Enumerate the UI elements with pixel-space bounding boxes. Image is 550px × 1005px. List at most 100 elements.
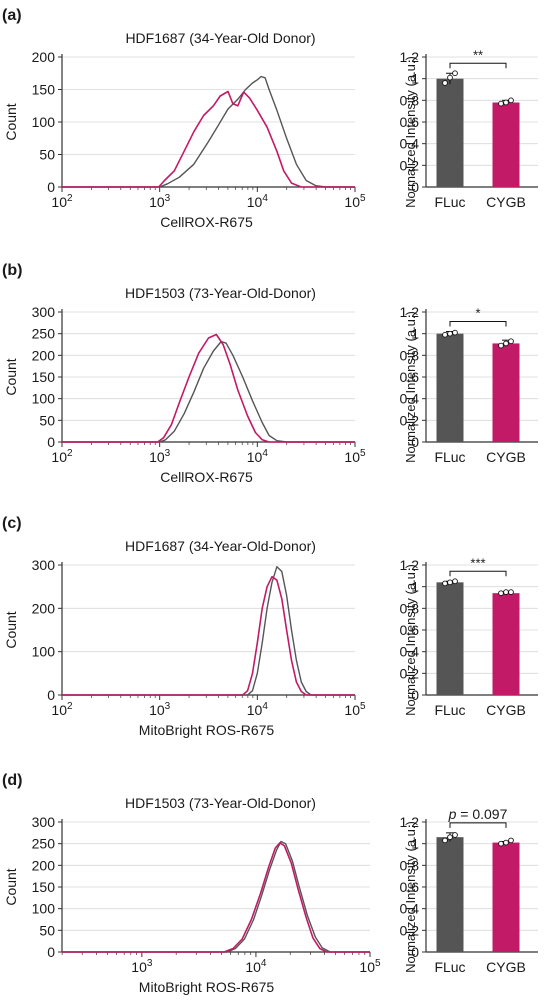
y-tick-label: 0.6 (400, 879, 420, 895)
series-line-fluc (62, 840, 370, 953)
panel-label: (a) (2, 7, 22, 24)
category-label: FLuc (434, 702, 465, 718)
x-tick-exponent: 5 (360, 701, 366, 712)
y-tick-label: 0.2 (400, 665, 420, 681)
x-axis-label: CellROX-R675 (160, 214, 253, 230)
x-tick-base: 10 (247, 449, 263, 465)
data-point (498, 342, 504, 349)
y-tick-label: 150 (32, 82, 56, 98)
x-tick-base: 10 (247, 702, 263, 718)
data-point (508, 589, 514, 595)
x-axis-label: MitoBright ROS-R675 (139, 979, 275, 995)
data-point (452, 832, 458, 838)
bar-cygb (492, 102, 520, 187)
x-tick-base: 10 (344, 194, 360, 210)
category-label: FLuc (434, 449, 465, 465)
data-point (442, 331, 448, 338)
y-tick-label: 1.2 (400, 557, 420, 573)
y-axis-label: Count (3, 611, 19, 648)
x-tick-base: 10 (149, 194, 165, 210)
data-point (447, 834, 453, 841)
y-tick-label: 100 (32, 644, 56, 660)
y-tick-label: 0.4 (400, 136, 420, 152)
data-point (452, 578, 458, 585)
data-point (452, 70, 458, 77)
y-tick-label: 1.2 (400, 49, 420, 65)
significance-label: *** (470, 555, 485, 570)
x-tick-exponent: 3 (147, 958, 153, 969)
x-tick-base: 10 (131, 959, 147, 975)
data-point (452, 329, 458, 336)
data-point (447, 579, 453, 586)
y-axis-label: Normalized Intensity (a.u.) (403, 311, 418, 463)
bar-fluc (436, 582, 464, 695)
x-tick-base: 10 (51, 194, 67, 210)
y-tick-label: 50 (39, 412, 55, 428)
series-line-fluc (62, 566, 355, 696)
data-point (447, 330, 453, 337)
data-point (498, 100, 504, 107)
x-tick-label: 102 (51, 701, 73, 718)
x-tick-label: 103 (131, 958, 153, 975)
x-tick-base: 10 (344, 702, 360, 718)
x-tick-exponent: 3 (165, 701, 171, 712)
x-tick-exponent: 5 (360, 193, 366, 204)
bar-cygb (492, 593, 520, 695)
y-tick-label: 0 (411, 179, 419, 195)
panel-d: (d)HDF1503 (73-Year-Old-Donor)0501001502… (2, 772, 538, 995)
x-axis-label: CellROX-R675 (160, 469, 253, 485)
y-tick-label: 200 (32, 600, 56, 616)
bar-chart: 0 0.2 0.4 0.6 0.8 1 1.2 FLuc CYGB p = 0.097 Normal… (400, 806, 538, 975)
significance-bracket (449, 570, 507, 577)
x-tick-base: 10 (344, 449, 360, 465)
y-tick-label: 0.6 (400, 369, 420, 385)
significance-label: p = 0.097 (448, 806, 508, 822)
histogram-title: HDF1687 (34-Year-Old-Donor) (125, 538, 316, 554)
histogram: HDF1687 (34-Year-Old-Donor)0100200300102… (3, 538, 366, 738)
significance-bracket (449, 321, 507, 327)
y-tick-label: 300 (32, 814, 56, 830)
x-tick-base: 10 (51, 449, 67, 465)
histogram-title: HDF1503 (73-Year-Old-Donor) (125, 285, 316, 301)
y-tick-label: 0 (411, 687, 419, 703)
y-tick-label: 0 (47, 944, 55, 960)
y-tick-label: 200 (32, 347, 56, 363)
significance-bracket (449, 62, 507, 69)
significance-text: ** (473, 47, 483, 62)
panel-a: (a)HDF1687 (34-Year-Old Donor)0501001502… (2, 7, 538, 230)
y-tick-label: 50 (39, 147, 55, 163)
y-axis-label: Count (3, 868, 19, 905)
y-tick-label: 0.2 (400, 157, 420, 173)
x-tick-base: 10 (247, 194, 263, 210)
y-tick-label: 150 (32, 879, 56, 895)
series-line-cygb (62, 842, 370, 953)
x-tick-base: 10 (51, 702, 67, 718)
x-tick-label: 102 (51, 193, 73, 210)
panel-label: (b) (2, 262, 22, 279)
data-point (503, 839, 509, 846)
y-axis-label: Normalized Intensity (a.u.) (403, 821, 418, 973)
x-tick-exponent: 4 (262, 193, 268, 204)
panel-label: (c) (2, 515, 22, 532)
y-tick-label: 0.4 (400, 901, 420, 917)
y-tick-label: 0.2 (400, 412, 420, 428)
data-point (447, 74, 453, 81)
category-label: CYGB (486, 702, 526, 718)
y-tick-label: 100 (32, 391, 56, 407)
significance-text: = 0.097 (456, 806, 507, 822)
y-tick-label: 250 (32, 836, 56, 852)
bar-fluc (436, 837, 464, 952)
panel-c: (c)HDF1687 (34-Year-Old-Donor)0100200300… (2, 515, 538, 738)
x-tick-label: 103 (149, 448, 171, 465)
y-tick-label: 0.8 (400, 600, 420, 616)
bar-cygb (492, 343, 520, 442)
x-tick-label: 103 (149, 701, 171, 718)
y-tick-label: 1 (411, 579, 419, 595)
x-tick-base: 10 (245, 959, 261, 975)
y-tick-label: 0 (411, 434, 419, 450)
y-tick-label: 300 (32, 304, 56, 320)
y-axis-label: Normalized Intensity (a.u.) (403, 56, 418, 208)
y-tick-label: 0 (47, 434, 55, 450)
x-tick-label: 104 (247, 701, 269, 718)
y-tick-label: 1 (411, 71, 419, 87)
